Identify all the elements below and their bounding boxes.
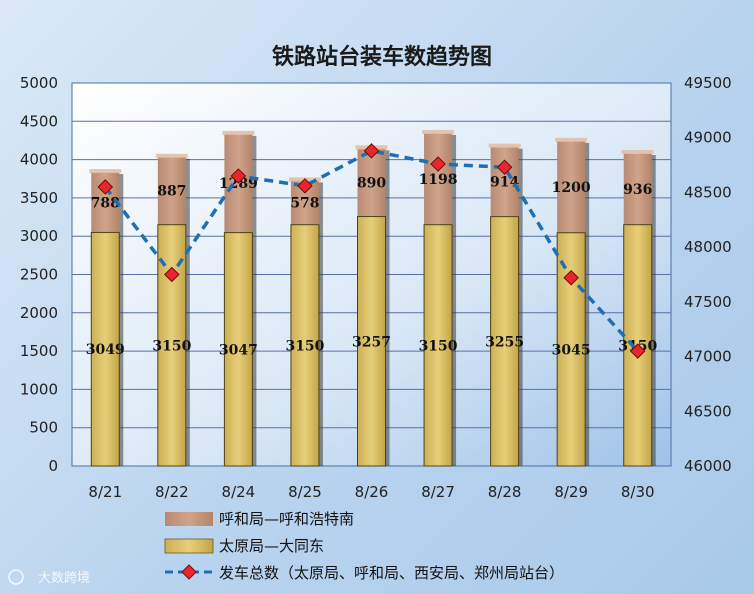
bar-hohhot: [157, 156, 186, 225]
x-tick-label: 8/25: [288, 483, 322, 501]
legend-label-taiyuan: 太原局—大同东: [219, 537, 324, 555]
right-tick-label: 48000: [684, 238, 732, 256]
x-tick-label: 8/24: [222, 483, 256, 501]
bar-hohhot: [357, 148, 386, 217]
bar-taiyuan: [290, 224, 320, 467]
legend: 呼和局—呼和浩特南 太原局—大同东 发车总数（太原局、呼和局、西安局、郑州局站台…: [164, 510, 564, 582]
total-point: [363, 143, 380, 159]
data-label-taiyuan: 3255: [485, 334, 524, 350]
data-label-taiyuan: 3047: [219, 342, 258, 358]
data-label-taiyuan: 3045: [552, 342, 591, 358]
x-tick-label: 8/22: [155, 483, 189, 501]
bar-hohhot-cap: [621, 150, 654, 155]
watermark-text: 大数跨境: [38, 571, 90, 586]
right-tick-label: 46000: [684, 457, 732, 475]
data-label-taiyuan: 3150: [152, 338, 191, 354]
left-tick-label: 0: [48, 457, 58, 475]
total-point: [629, 343, 646, 359]
total-point: [430, 156, 446, 172]
x-tick-label: 8/27: [421, 483, 455, 501]
data-label-taiyuan: 3150: [285, 338, 324, 354]
data-label-hohhot: 936: [623, 182, 652, 198]
legend-swatch-total-marker: [181, 564, 197, 580]
x-tick-label: 8/30: [621, 483, 655, 501]
total-point: [563, 270, 579, 286]
right-tick-label: 49000: [684, 129, 732, 147]
bar-taiyuan: [357, 216, 386, 467]
total-point: [230, 168, 247, 184]
left-tick-label: 3000: [20, 227, 58, 245]
bar-series: [89, 129, 656, 467]
data-label-hohhot: 914: [490, 175, 519, 191]
bar-hohhot-cap: [555, 137, 588, 142]
data-label-hohhot: 1200: [552, 180, 591, 196]
legend-item-hohhot[interactable]: 呼和局—呼和浩特南: [165, 510, 354, 528]
chart-title: 铁路站台装车数趋势图: [272, 44, 492, 70]
watermark: 大数跨境: [8, 569, 90, 586]
bar-hohhot-cap: [422, 129, 455, 134]
data-label-taiyuan: 3257: [352, 334, 391, 350]
bar-hohhot: [424, 132, 453, 225]
bar-hohhot: [490, 146, 519, 217]
left-tick-label: 5000: [20, 74, 58, 92]
total-point: [297, 178, 313, 194]
data-label-hohhot: 887: [157, 184, 186, 200]
left-axis: 0 500 1000 1500 2000 2500 3000 3500 4000 4500 5000: [20, 74, 58, 475]
bar-taiyuan: [490, 216, 520, 467]
x-tick-label: 8/26: [355, 483, 389, 501]
legend-item-total[interactable]: 发车总数（太原局、呼和局、西安局、郑州局站台）: [165, 564, 564, 582]
data-label-taiyuan: 3049: [86, 342, 125, 358]
data-label-hohhot: 1198: [419, 172, 458, 188]
bar-hohhot-cap: [155, 153, 188, 158]
bar-taiyuan: [423, 224, 453, 467]
data-label-hohhot: 788: [91, 195, 120, 211]
left-tick-label: 4000: [20, 151, 58, 169]
bar-data-labels: 3049788315088730471289315057832578903150…: [86, 172, 658, 359]
watermark-logo-icon: [8, 569, 24, 585]
left-tick-label: 1500: [20, 342, 58, 360]
bar-taiyuan: [90, 231, 120, 467]
data-label-hohhot: 578: [290, 196, 319, 212]
total-point: [496, 159, 513, 176]
line-series: [97, 143, 646, 359]
bar-hohhot-cap: [488, 143, 521, 148]
bar-taiyuan: [223, 232, 253, 467]
right-tick-label: 46500: [684, 402, 732, 420]
total-point: [164, 266, 180, 283]
right-tick-label: 47500: [684, 293, 732, 311]
right-tick-label: 47000: [684, 348, 732, 366]
x-tick-label: 8/28: [488, 483, 522, 501]
legend-label-hohhot: 呼和局—呼和浩特南: [219, 510, 354, 528]
x-tick-label: 8/21: [88, 483, 122, 501]
bar-hohhot: [557, 140, 586, 233]
legend-swatch-taiyuan: [164, 538, 214, 554]
right-tick-label: 48500: [684, 183, 732, 201]
bar-hohhot: [623, 153, 652, 225]
left-tick-label: 2500: [20, 266, 58, 284]
data-label-taiyuan: 3150: [419, 338, 458, 354]
total-point: [97, 179, 114, 195]
x-tick-label: 8/29: [554, 483, 588, 501]
left-tick-label: 2000: [20, 304, 58, 322]
data-label-hohhot: 890: [357, 175, 386, 191]
left-tick-label: 1000: [20, 380, 58, 398]
bar-hohhot-cap: [222, 130, 255, 135]
left-tick-label: 500: [29, 419, 58, 437]
legend-swatch-hohhot: [165, 512, 213, 526]
legend-label-total: 发车总数（太原局、呼和局、西安局、郑州局站台）: [219, 564, 564, 582]
total-line: [103, 149, 640, 353]
left-tick-label: 3500: [20, 189, 58, 207]
left-tick-label: 4500: [20, 112, 58, 130]
right-axis: 46000 46500 47000 47500 48000 48500 49000 49500: [684, 74, 732, 475]
x-axis: 8/21 8/22 8/24 8/25 8/26 8/27 8/28 8/29 8/30: [88, 483, 654, 501]
legend-item-taiyuan[interactable]: 太原局—大同东: [164, 537, 324, 555]
right-tick-label: 49500: [684, 74, 732, 92]
bar-hohhot-cap: [89, 169, 122, 174]
